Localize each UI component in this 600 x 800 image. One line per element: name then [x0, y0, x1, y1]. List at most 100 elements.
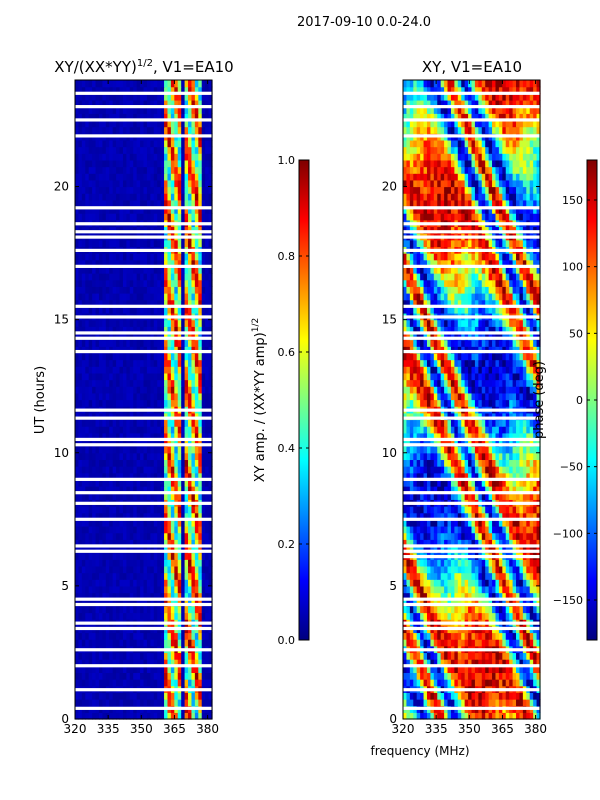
phase-heatmap-cell — [485, 699, 490, 707]
amplitude-heatmap-cell — [184, 239, 189, 248]
amplitude-heatmap-cell — [153, 545, 158, 554]
amplitude-heatmap-cell — [201, 392, 206, 401]
amplitude-heatmap-cell — [208, 126, 213, 134]
amplitude-heatmap-cell — [129, 699, 134, 707]
amplitude-heatmap-cell — [105, 459, 110, 467]
phase-heatmap-cell — [433, 632, 438, 640]
amplitude-heatmap-cell — [98, 459, 103, 467]
amplitude-heatmap-cell — [133, 299, 138, 307]
phase-heatmap-cell — [529, 605, 534, 614]
amplitude-heatmap-cell — [150, 239, 155, 248]
amplitude-heatmap-cell — [109, 452, 114, 461]
phase-heatmap-cell — [413, 565, 418, 574]
amplitude-heatmap-cell — [194, 86, 199, 94]
amplitude-heatmap-cell — [105, 119, 110, 128]
phase-heatmap-cell — [478, 712, 483, 720]
phase-heatmap-cell — [495, 659, 500, 667]
amplitude-heatmap-cell — [157, 592, 162, 600]
amplitude-heatmap-cell — [116, 659, 121, 667]
amplitude-heatmap-cell — [140, 579, 145, 587]
amplitude-heatmap-cell — [109, 539, 114, 547]
amplitude-heatmap-cell — [116, 126, 121, 134]
amplitude-heatmap-cell — [194, 712, 199, 720]
amplitude-heatmap-cell — [88, 213, 93, 221]
amplitude-heatmap-cell — [146, 80, 151, 88]
phase-heatmap-cell — [533, 585, 538, 594]
phase-heatmap-cell — [471, 579, 476, 587]
amplitude-heatmap-cell — [205, 339, 210, 347]
amplitude-heatmap-cell — [164, 712, 169, 720]
amplitude-heatmap-cell — [75, 153, 80, 161]
amplitude-heatmap-cell — [140, 166, 145, 174]
amplitude-heatmap-cell — [198, 432, 203, 441]
amplitude-heatmap-cell — [184, 139, 189, 148]
amplitude-heatmap-cell — [140, 452, 145, 461]
amplitude-heatmap-cell — [129, 366, 134, 374]
amplitude-heatmap-cell — [98, 412, 103, 421]
amplitude-heatmap-cell — [205, 545, 210, 554]
amplitude-heatmap-cell — [109, 665, 114, 674]
amplitude-heatmap-cell — [119, 579, 124, 587]
amplitude-heatmap-cell — [81, 332, 86, 341]
amplitude-heatmap-cell — [126, 99, 131, 108]
amplitude-heatmap-cell — [102, 159, 107, 168]
amplitude-heatmap-cell — [102, 639, 107, 647]
phase-heatmap-cell — [433, 612, 438, 620]
amplitude-heatmap-cell — [160, 293, 165, 301]
phase-heatmap-cell — [505, 565, 510, 574]
amplitude-heatmap-cell — [150, 446, 155, 454]
amplitude-heatmap-cell — [78, 359, 83, 367]
amplitude-heatmap-cell — [153, 366, 158, 374]
amplitude-heatmap-cell — [126, 432, 131, 441]
amplitude-heatmap-cell — [160, 139, 165, 148]
amplitude-heatmap-cell — [75, 479, 80, 487]
amplitude-heatmap-cell — [205, 659, 210, 667]
phase-heatmap-cell — [450, 585, 455, 594]
amplitude-heatmap-cell — [88, 339, 93, 347]
amplitude-heatmap-cell — [201, 226, 206, 234]
amplitude-heatmap-cell — [184, 299, 189, 307]
amplitude-heatmap-cell — [167, 665, 172, 674]
amplitude-heatmap-cell — [112, 446, 117, 454]
amplitude-heatmap-cell — [133, 692, 138, 700]
amplitude-heatmap-cell — [126, 126, 131, 134]
amplitude-heatmap-cell — [126, 293, 131, 301]
amplitude-heatmap-cell — [157, 332, 162, 341]
amplitude-heatmap-cell — [198, 153, 203, 161]
amplitude-heatmap-cell — [208, 253, 213, 261]
amplitude-heatmap-cell — [198, 446, 203, 454]
amplitude-heatmap-cell — [102, 332, 107, 341]
amplitude-heatmap-cell — [170, 186, 175, 194]
amplitude-heatmap-cell — [112, 525, 117, 534]
amplitude-heatmap-cell — [177, 572, 182, 580]
amplitude-heatmap-cell — [150, 585, 155, 594]
amplitude-heatmap-cell — [198, 352, 203, 361]
phase-heatmap-cell — [416, 599, 421, 607]
amplitude-heatmap-cell — [102, 525, 107, 534]
amplitude-heatmap-cell — [126, 565, 131, 574]
amplitude-heatmap-cell — [153, 692, 158, 700]
phase-heatmap-cell — [447, 652, 452, 660]
amplitude-heatmap-cell — [174, 139, 179, 148]
amplitude-heatmap-cell — [129, 306, 134, 314]
amplitude-heatmap-cell — [201, 279, 206, 287]
amplitude-heatmap-cell — [160, 352, 165, 361]
amplitude-heatmap-cell — [153, 506, 158, 514]
amplitude-heatmap-cell — [88, 412, 93, 421]
amplitude-heatmap-cell — [170, 492, 175, 500]
amplitude-heatmap-cell — [194, 286, 199, 294]
amplitude-heatmap-cell — [116, 372, 121, 381]
amplitude-heatmap-cell — [201, 479, 206, 487]
amplitude-heatmap-cell — [143, 153, 148, 161]
amplitude-heatmap-cell — [140, 652, 145, 660]
amplitude-heatmap-cell — [205, 632, 210, 640]
amplitude-heatmap-cell — [164, 612, 169, 620]
amplitude-heatmap-cell — [201, 545, 206, 554]
amplitude-heatmap-cell — [119, 359, 124, 367]
amplitude-heatmap-cell — [194, 639, 199, 647]
amplitude-heatmap-cell — [81, 579, 86, 587]
amplitude-heatmap-cell — [201, 326, 206, 334]
amplitude-heatmap-cell — [181, 479, 186, 487]
phase-heatmap-cell — [526, 559, 531, 567]
amplitude-heatmap-cell — [153, 99, 158, 108]
